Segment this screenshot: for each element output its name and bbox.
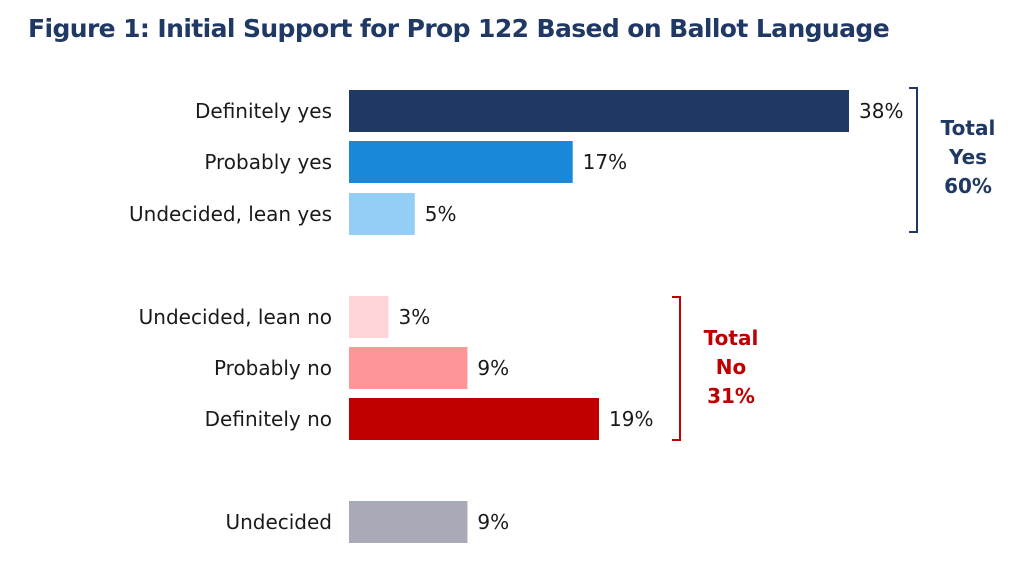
category-label: Undecided, lean yes <box>129 202 332 226</box>
total-no-label: Total <box>704 326 759 350</box>
bar <box>349 296 389 338</box>
value-label: 38% <box>859 99 903 123</box>
total-no-label: 31% <box>707 384 755 408</box>
bar <box>349 193 415 235</box>
category-label: Probably no <box>214 356 332 380</box>
category-label: Definitely yes <box>195 99 332 123</box>
bracket-no <box>672 296 681 441</box>
total-yes-label: 60% <box>944 174 992 198</box>
value-label: 5% <box>425 202 457 226</box>
bar <box>349 141 573 183</box>
bar <box>349 90 849 132</box>
value-label: 19% <box>609 407 653 431</box>
value-label: 3% <box>398 305 430 329</box>
value-label: 9% <box>477 510 509 534</box>
total-yes-label: Yes <box>948 145 987 169</box>
value-label: 17% <box>583 150 627 174</box>
bar <box>349 501 468 543</box>
bar <box>349 398 599 440</box>
total-yes-label: Total <box>941 116 996 140</box>
value-label: 9% <box>477 356 509 380</box>
category-label: Definitely no <box>205 407 332 431</box>
category-label: Undecided, lean no <box>139 305 332 329</box>
category-label: Probably yes <box>204 150 332 174</box>
bracket-yes <box>909 87 918 233</box>
chart-title: Figure 1: Initial Support for Prop 122 B… <box>28 14 890 43</box>
category-label: Undecided <box>225 510 332 534</box>
total-no-label: No <box>716 355 746 379</box>
bar <box>349 347 468 389</box>
